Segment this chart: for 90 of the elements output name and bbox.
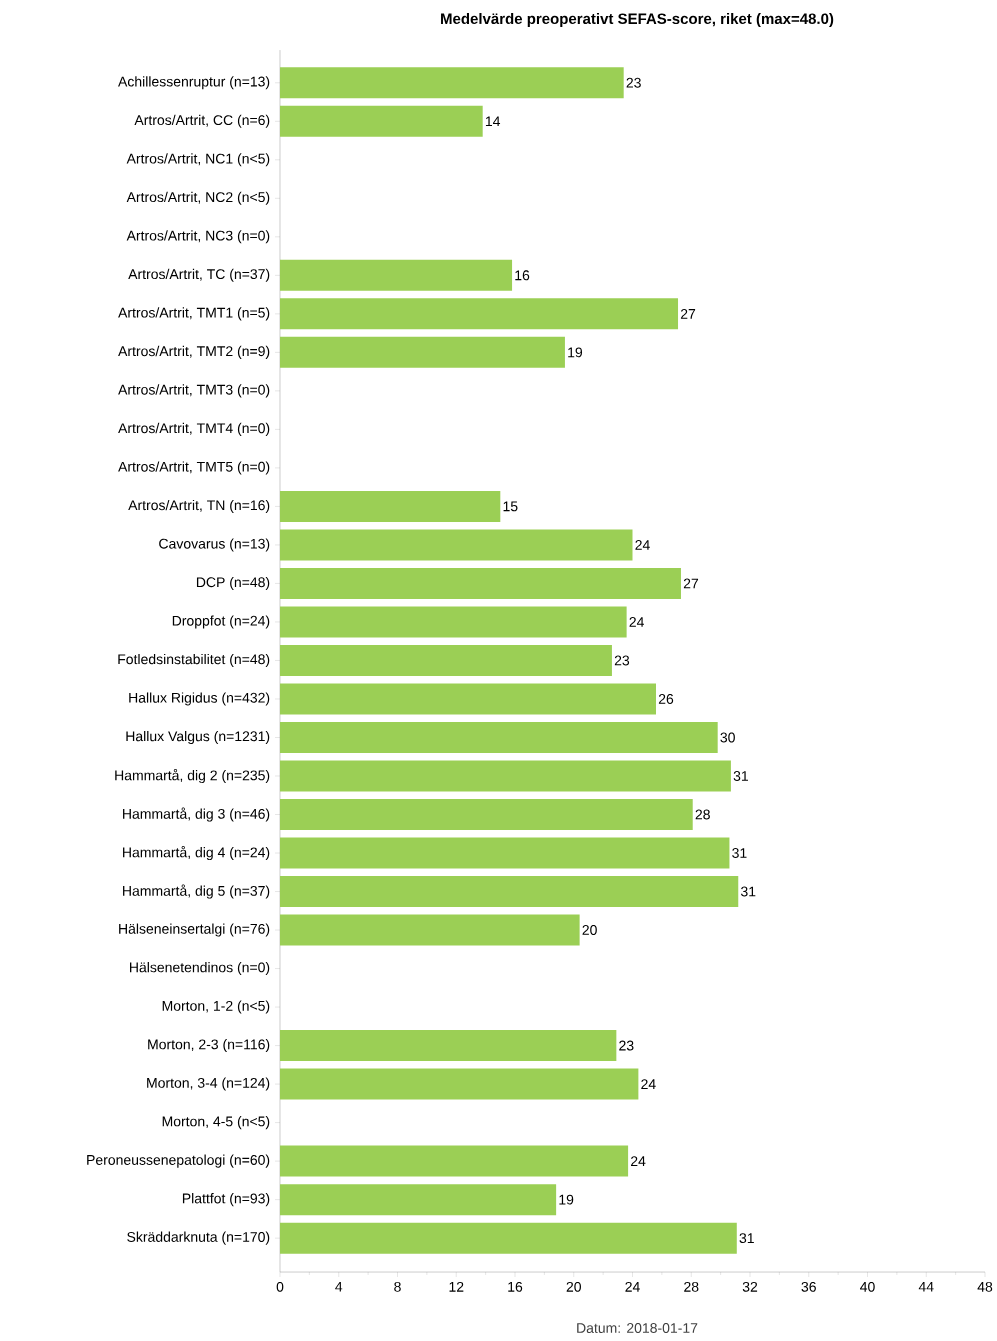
data-label: 31 [739,1233,754,1244]
bar [279,490,501,522]
data-label: 30 [720,732,735,743]
data-label: 15 [503,501,518,512]
y-tick-label: Hammartå, dig 2 (n=235) [115,768,270,784]
y-tick-label: Peroneussenepatologi (n=60) [86,1154,269,1168]
y-tick-label: Hälsenetendinos (n=0) [129,962,270,976]
y-tick-label: Artros/Artrit, TMT4 (n=0) [117,422,270,436]
bar [279,914,580,946]
x-tick-label: 36 [801,1281,816,1292]
bar [279,1068,639,1100]
y-tick-label: Achillessenruptur (n=13) [117,76,270,90]
bar [279,760,731,792]
y-tick-label: Hallux Rigidus (n=432) [129,692,269,706]
data-label: 14 [485,116,500,127]
data-label: 16 [515,270,529,281]
y-tick-label: Artros/Artrit, NC1 (n<5) [126,153,270,167]
bar [279,606,627,638]
data-label: 31 [733,771,748,781]
bar [279,105,483,137]
y-tick-label: Hallux Valgus (n=1231) [126,730,270,745]
data-label: 20 [582,925,597,935]
data-label: 23 [614,655,629,666]
x-tick-label: 16 [508,1281,522,1292]
y-tick-label: Skräddarknuta (n=170) [126,1231,270,1245]
y-tick-label: Artros/Artrit, NC2 (n<5) [126,191,270,205]
x-tick-label: 48 [977,1281,992,1292]
y-tick-label: Artros/Artrit, CC (n=6) [134,114,270,128]
data-label: 24 [641,1079,656,1089]
x-tick-label: 8 [394,1281,401,1292]
y-tick-label: Plattfot (n=93) [182,1193,270,1207]
bar [279,298,678,330]
bar [279,721,718,753]
y-tick-label: Fotledsinstabilitet (n=48) [118,653,270,667]
bar [279,567,681,599]
y-tick-label: DCP (n=48) [196,576,270,590]
bar [279,1030,617,1062]
chart-title: Medelvärde preoperativt SEFAS-score, riket (max=48.0) [440,13,833,27]
y-tick-label: Hammartå, dig 4 (n=24) [122,845,270,861]
y-tick-label: Hälseneinsertalgi (n=76) [118,923,269,937]
data-label: 31 [731,848,747,858]
data-label: 26 [658,694,673,704]
y-tick-label: Morton, 2-3 (n=116) [147,1039,270,1053]
bar [279,683,656,715]
y-tick-label: Artros/Artrit, TMT3 (n=0) [117,384,270,398]
bar [279,67,624,99]
y-tick-label: Morton, 4-5 (n<5) [162,1116,270,1130]
y-tick-label: Droppfot (n=24) [172,615,270,629]
y-tick-label: Cavovarus (n=13) [158,538,270,552]
data-label: 28 [695,809,710,820]
bar [279,336,565,368]
bar [279,799,693,831]
data-label: 27 [680,308,695,319]
y-tick-label: Hammartå, dig 5 (n=37) [122,884,270,899]
y-tick-label: Artros/Artrit, TN (n=16) [127,499,270,513]
y-tick-label: Hammartå, dig 3 (n=46) [122,807,270,822]
data-label: 24 [635,540,650,550]
y-tick-label: Artros/Artrit, NC3 (n=0) [126,230,270,244]
x-tick-label: 28 [683,1281,699,1292]
data-label: 31 [740,886,756,897]
data-label: 19 [559,1194,574,1205]
y-tick-label: Artros/Artrit, TMT5 (n=0) [117,461,270,475]
x-tick-label: 0 [276,1281,284,1292]
data-label: 23 [626,77,641,88]
bar [279,259,512,291]
bar [279,1145,628,1177]
bar [279,1184,556,1216]
bar [279,837,730,869]
y-tick-label: Artros/Artrit, TMT1 (n=5) [117,307,270,321]
bar [279,529,633,561]
x-tick-label: 40 [859,1281,875,1292]
bar [279,876,739,908]
y-tick-label: Morton, 3-4 (n=124) [146,1077,270,1091]
data-label: 19 [567,347,582,358]
data-label: 24 [629,617,644,627]
data-label: 27 [683,578,698,589]
bar [279,644,612,676]
x-tick-label: 24 [625,1281,640,1292]
x-tick-label: 12 [449,1281,464,1292]
x-tick-label: 44 [918,1281,934,1292]
y-tick-label: Artros/Artrit, TC (n=37) [127,268,270,282]
data-label: 24 [630,1156,646,1166]
data-label: 23 [619,1040,634,1051]
x-tick-label: 4 [334,1281,343,1292]
x-tick-label: 20 [566,1281,581,1292]
y-tick-label: Artros/Artrit, TMT2 (n=9) [117,345,270,359]
y-tick-label: Morton, 1-2 (n<5) [162,1000,270,1014]
text: Datum: 2018-01-17 [576,1323,698,1333]
x-tick-label: 32 [742,1281,757,1292]
bar [279,1222,737,1254]
